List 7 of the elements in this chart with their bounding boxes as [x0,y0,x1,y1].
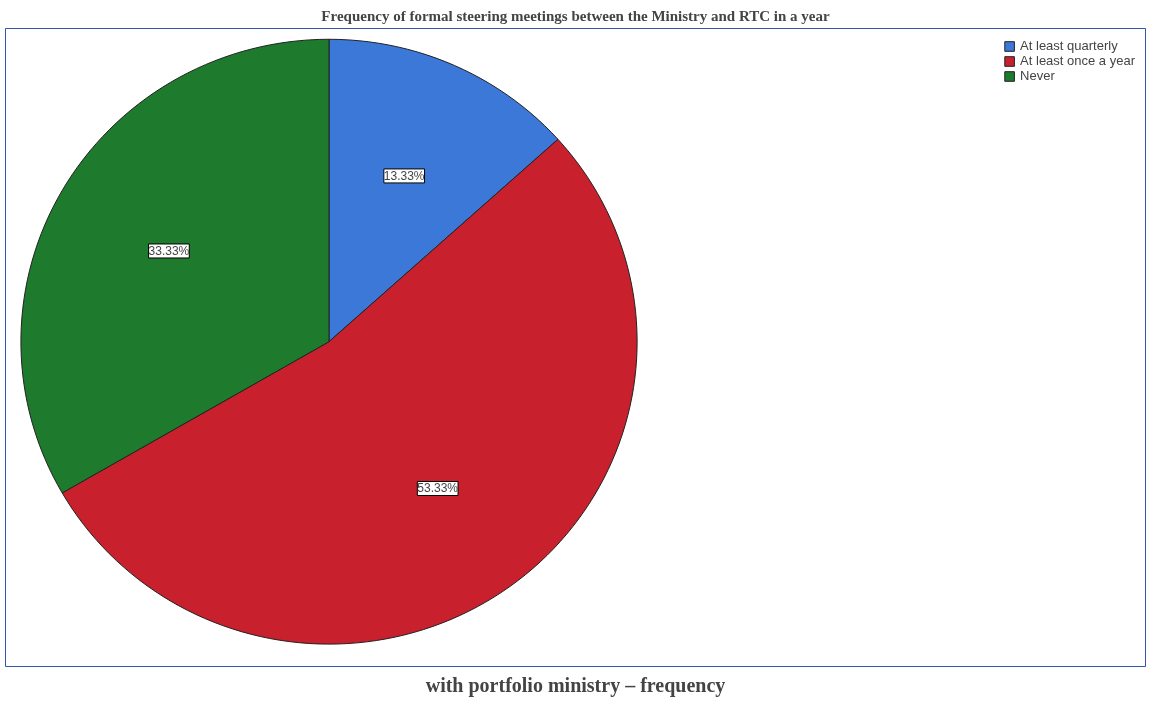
chart-title: Frequency of formal steering meetings between the Ministry and RTC in a year [321,7,830,24]
legend-label: Never [1020,68,1055,83]
data-label: 13.33% [383,168,425,183]
data-label: 33.33% [148,243,190,258]
legend-label: At least once a year [1020,53,1135,68]
text: with portfolio ministry – frequency [425,673,726,697]
legend-label: At least quarterly [1020,38,1118,53]
